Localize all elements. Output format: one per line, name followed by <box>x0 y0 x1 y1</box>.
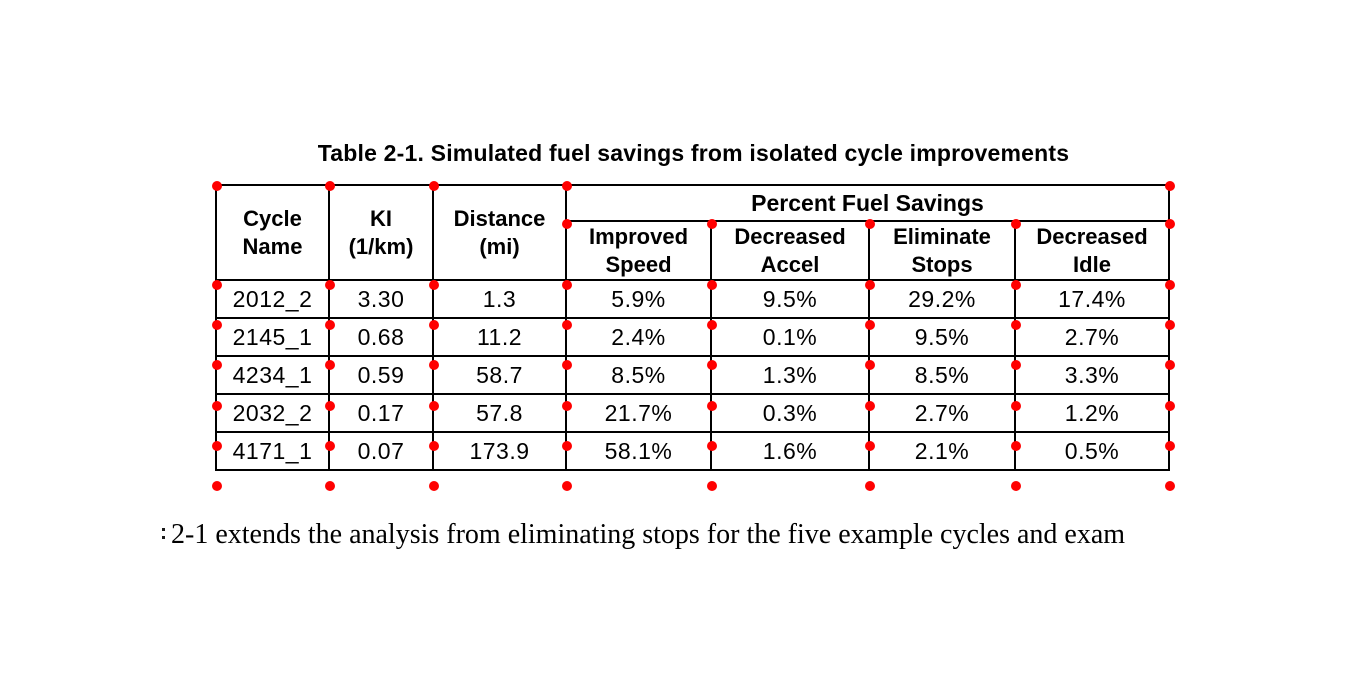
corner-dot <box>562 481 572 491</box>
col-header-decreased-idle: Decreased Idle <box>1014 220 1170 281</box>
cell-decreased-accel: 0.3% <box>710 393 870 433</box>
cell-cycle-name: 4234_1 <box>215 355 330 395</box>
cell-cycle-name: 2012_2 <box>215 279 330 319</box>
cell-eliminate-stops: 2.1% <box>868 431 1016 471</box>
table-row: 2145_1 0.68 11.2 2.4% 0.1% 9.5% 2.7% <box>215 317 1170 357</box>
table-row: 2012_2 3.30 1.3 5.9% 9.5% 29.2% 17.4% <box>215 279 1170 319</box>
cell-distance: 1.3 <box>432 279 567 319</box>
cell-decreased-idle: 17.4% <box>1014 279 1170 319</box>
col-header-improved-speed: Improved Speed <box>565 220 712 281</box>
corner-dot <box>707 481 717 491</box>
table-caption: Table 2-1. Simulated fuel savings from i… <box>317 140 1070 166</box>
cell-decreased-idle: 1.2% <box>1014 393 1170 433</box>
corner-dot <box>212 481 222 491</box>
cell-decreased-idle: 0.5% <box>1014 431 1170 471</box>
cell-decreased-idle: 3.3% <box>1014 355 1170 395</box>
cell-ki: 0.59 <box>328 355 434 395</box>
corner-dot <box>325 481 335 491</box>
cell-ki: 0.17 <box>328 393 434 433</box>
cell-decreased-accel: 9.5% <box>710 279 870 319</box>
col-header-decreased-accel: Decreased Accel <box>710 220 870 281</box>
col-header-cycle-name: Cycle Name <box>215 184 330 281</box>
cell-distance: 11.2 <box>432 317 567 357</box>
table-row: 4234_1 0.59 58.7 8.5% 1.3% 8.5% 3.3% <box>215 355 1170 395</box>
cell-improved-speed: 21.7% <box>565 393 712 433</box>
cell-cycle-name: 2145_1 <box>215 317 330 357</box>
cell-decreased-accel: 1.3% <box>710 355 870 395</box>
table-row: 2032_2 0.17 57.8 21.7% 0.3% 2.7% 1.2% <box>215 393 1170 433</box>
col-header-distance: Distance (mi) <box>432 184 567 281</box>
col-header-eliminate-stops: Eliminate Stops <box>868 220 1016 281</box>
corner-dot <box>865 481 875 491</box>
cell-ki: 0.68 <box>328 317 434 357</box>
cell-decreased-accel: 0.1% <box>710 317 870 357</box>
cell-distance: 57.8 <box>432 393 567 433</box>
cell-improved-speed: 58.1% <box>565 431 712 471</box>
cell-cycle-name: 2032_2 <box>215 393 330 433</box>
cell-decreased-idle: 2.7% <box>1014 317 1170 357</box>
cell-ki: 3.30 <box>328 279 434 319</box>
cell-improved-speed: 2.4% <box>565 317 712 357</box>
cell-eliminate-stops: 2.7% <box>868 393 1016 433</box>
clipped-character-fragment <box>162 528 165 531</box>
cell-eliminate-stops: 9.5% <box>868 317 1016 357</box>
cell-cycle-name: 4171_1 <box>215 431 330 471</box>
cell-ki: 0.07 <box>328 431 434 471</box>
cell-decreased-accel: 1.6% <box>710 431 870 471</box>
col-group-header-percent-fuel-savings: Percent Fuel Savings <box>565 184 1170 222</box>
cell-eliminate-stops: 8.5% <box>868 355 1016 395</box>
corner-dot <box>429 481 439 491</box>
body-text-line: 2-1 extends the analysis from eliminatin… <box>171 519 1126 550</box>
cell-distance: 58.7 <box>432 355 567 395</box>
col-header-ki: KI (1/km) <box>328 184 434 281</box>
cell-improved-speed: 5.9% <box>565 279 712 319</box>
fuel-savings-table: Cycle Name KI (1/km) Distance (mi) Perce… <box>215 184 1170 471</box>
table-row: 4171_1 0.07 173.9 58.1% 1.6% 2.1% 0.5% <box>215 431 1170 471</box>
corner-dot <box>1165 481 1175 491</box>
cell-improved-speed: 8.5% <box>565 355 712 395</box>
cell-distance: 173.9 <box>432 431 567 471</box>
cell-eliminate-stops: 29.2% <box>868 279 1016 319</box>
corner-dot <box>1011 481 1021 491</box>
